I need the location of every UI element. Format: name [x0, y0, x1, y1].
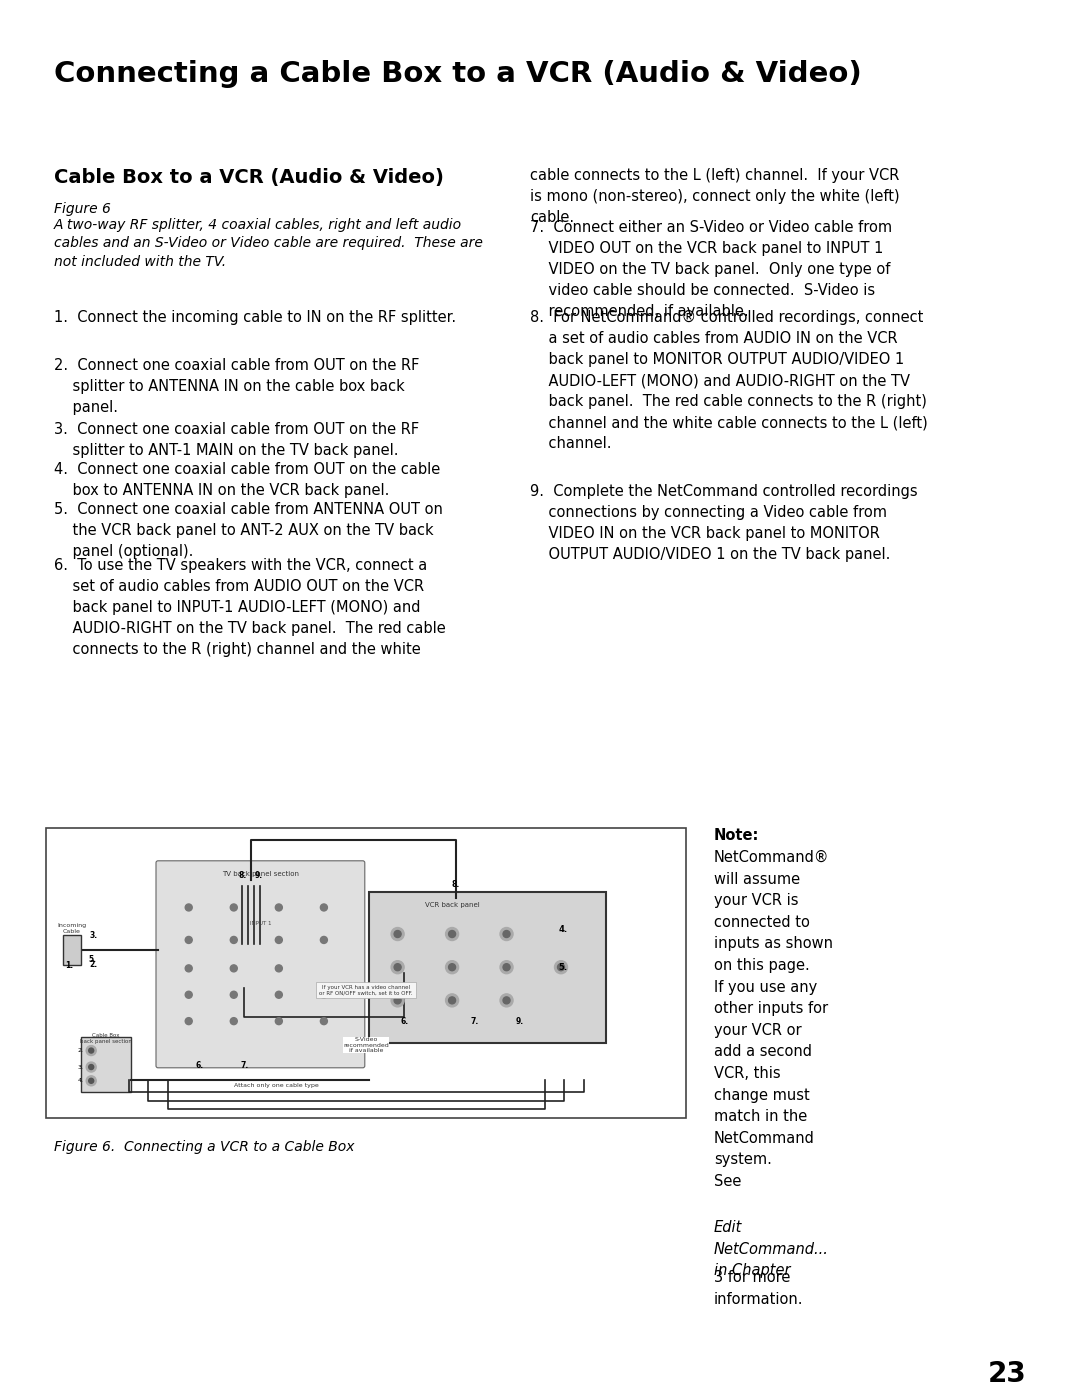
- Text: VCR back panel: VCR back panel: [424, 902, 480, 908]
- Text: 8.: 8.: [451, 880, 460, 890]
- Text: 2.: 2.: [90, 960, 97, 968]
- Circle shape: [394, 930, 401, 937]
- Circle shape: [275, 936, 282, 943]
- Circle shape: [186, 1017, 192, 1024]
- Text: 6.: 6.: [401, 1017, 408, 1025]
- Text: S-Video
recommended
if available: S-Video recommended if available: [343, 1037, 389, 1053]
- Circle shape: [89, 1048, 94, 1053]
- Circle shape: [391, 993, 404, 1007]
- Circle shape: [230, 992, 238, 999]
- Circle shape: [275, 1017, 282, 1024]
- Circle shape: [186, 936, 192, 943]
- Text: Figure 6.  Connecting a VCR to a Cable Box: Figure 6. Connecting a VCR to a Cable Bo…: [54, 1140, 354, 1154]
- Circle shape: [86, 1076, 96, 1085]
- Text: 6.  To use the TV speakers with the VCR, connect a
    set of audio cables from : 6. To use the TV speakers with the VCR, …: [54, 557, 446, 657]
- Circle shape: [391, 961, 404, 974]
- Circle shape: [230, 936, 238, 943]
- Circle shape: [503, 964, 510, 971]
- Text: NetCommand®
will assume
your VCR is
connected to
inputs as shown
on this page.
I: NetCommand® will assume your VCR is conn…: [714, 849, 833, 1189]
- Text: 2.  Connect one coaxial cable from OUT on the RF
    splitter to ANTENNA IN on t: 2. Connect one coaxial cable from OUT on…: [54, 358, 419, 415]
- Circle shape: [446, 928, 459, 940]
- Circle shape: [500, 993, 513, 1007]
- Circle shape: [89, 1078, 94, 1083]
- Circle shape: [321, 904, 327, 911]
- Text: 9.  Complete the NetCommand controlled recordings
    connections by connecting : 9. Complete the NetCommand controlled re…: [530, 483, 918, 562]
- Text: Cable Box
back panel section: Cable Box back panel section: [80, 1032, 132, 1044]
- Bar: [63, 935, 81, 965]
- Circle shape: [500, 961, 513, 974]
- Text: 7.: 7.: [240, 1062, 248, 1070]
- Text: INPUT 1: INPUT 1: [249, 921, 271, 926]
- Circle shape: [186, 965, 192, 972]
- Text: 6.: 6.: [195, 1062, 204, 1070]
- Circle shape: [557, 964, 565, 971]
- Circle shape: [86, 1062, 96, 1071]
- Circle shape: [391, 928, 404, 940]
- Bar: [46, 828, 686, 1118]
- Circle shape: [554, 961, 567, 974]
- Text: 2.: 2.: [77, 1048, 83, 1053]
- Text: 4.  Connect one coaxial cable from OUT on the cable
    box to ANTENNA IN on the: 4. Connect one coaxial cable from OUT on…: [54, 462, 441, 497]
- Circle shape: [89, 1065, 94, 1070]
- Circle shape: [321, 1017, 327, 1024]
- Text: 9.: 9.: [255, 872, 262, 880]
- Circle shape: [503, 930, 510, 937]
- Text: 3.: 3.: [90, 930, 97, 940]
- Circle shape: [448, 930, 456, 937]
- Circle shape: [275, 965, 282, 972]
- Circle shape: [321, 936, 327, 943]
- Text: 3 for more
information.: 3 for more information.: [714, 1270, 804, 1306]
- FancyBboxPatch shape: [156, 861, 365, 1067]
- Text: Edit
NetCommand...
in Chapter: Edit NetCommand... in Chapter: [714, 1220, 828, 1278]
- Text: If your VCR has a video channel
or RF ON/OFF switch, set it to OFF.: If your VCR has a video channel or RF ON…: [320, 985, 413, 996]
- Text: Cable Box to a VCR (Audio & Video): Cable Box to a VCR (Audio & Video): [54, 168, 444, 187]
- Circle shape: [448, 997, 456, 1004]
- Text: 8.: 8.: [239, 872, 247, 880]
- Text: TV back panel section: TV back panel section: [221, 870, 299, 877]
- Text: 4.: 4.: [558, 925, 568, 935]
- Circle shape: [230, 904, 238, 911]
- Text: 3.: 3.: [77, 1065, 83, 1070]
- Circle shape: [446, 961, 459, 974]
- Text: 5.: 5.: [558, 963, 568, 972]
- Text: Attach only one cable type: Attach only one cable type: [234, 1083, 319, 1088]
- Text: Incoming
Cable: Incoming Cable: [57, 923, 86, 933]
- Circle shape: [230, 1017, 238, 1024]
- Circle shape: [275, 992, 282, 999]
- Circle shape: [275, 904, 282, 911]
- Bar: [369, 891, 606, 1042]
- Text: 7.: 7.: [471, 1017, 478, 1025]
- Circle shape: [448, 964, 456, 971]
- Circle shape: [446, 993, 459, 1007]
- Text: 4.: 4.: [77, 1078, 83, 1083]
- Circle shape: [500, 928, 513, 940]
- Text: 1.: 1.: [66, 961, 73, 970]
- Bar: [81, 1037, 131, 1092]
- Text: 3.  Connect one coaxial cable from OUT on the RF
    splitter to ANT-1 MAIN on t: 3. Connect one coaxial cable from OUT on…: [54, 422, 419, 458]
- Circle shape: [394, 997, 401, 1004]
- Text: Connecting a Cable Box to a VCR (Audio & Video): Connecting a Cable Box to a VCR (Audio &…: [54, 60, 862, 88]
- Circle shape: [186, 904, 192, 911]
- Text: 5.: 5.: [89, 956, 96, 964]
- Text: A two-way RF splitter, 4 coaxial cables, right and left audio
cables and an S-Vi: A two-way RF splitter, 4 coaxial cables,…: [54, 218, 483, 268]
- Circle shape: [86, 1045, 96, 1056]
- Text: 5.  Connect one coaxial cable from ANTENNA OUT on
    the VCR back panel to ANT-: 5. Connect one coaxial cable from ANTENN…: [54, 502, 443, 559]
- Text: Note:: Note:: [714, 828, 759, 842]
- Text: 1.  Connect the incoming cable to IN on the RF splitter.: 1. Connect the incoming cable to IN on t…: [54, 310, 456, 326]
- Text: 23: 23: [987, 1361, 1026, 1389]
- Text: cable connects to the L (left) channel.  If your VCR
is mono (non-stereo), conne: cable connects to the L (left) channel. …: [530, 168, 900, 225]
- Text: 9.: 9.: [515, 1017, 524, 1025]
- Circle shape: [186, 992, 192, 999]
- Text: 8.  For NetCommand® controlled recordings, connect
    a set of audio cables fro: 8. For NetCommand® controlled recordings…: [530, 310, 928, 451]
- Text: Figure 6: Figure 6: [54, 203, 111, 217]
- Text: 7.  Connect either an S-Video or Video cable from
    VIDEO OUT on the VCR back : 7. Connect either an S-Video or Video ca…: [530, 219, 892, 319]
- Circle shape: [321, 992, 327, 999]
- Circle shape: [230, 965, 238, 972]
- Circle shape: [394, 964, 401, 971]
- Circle shape: [503, 997, 510, 1004]
